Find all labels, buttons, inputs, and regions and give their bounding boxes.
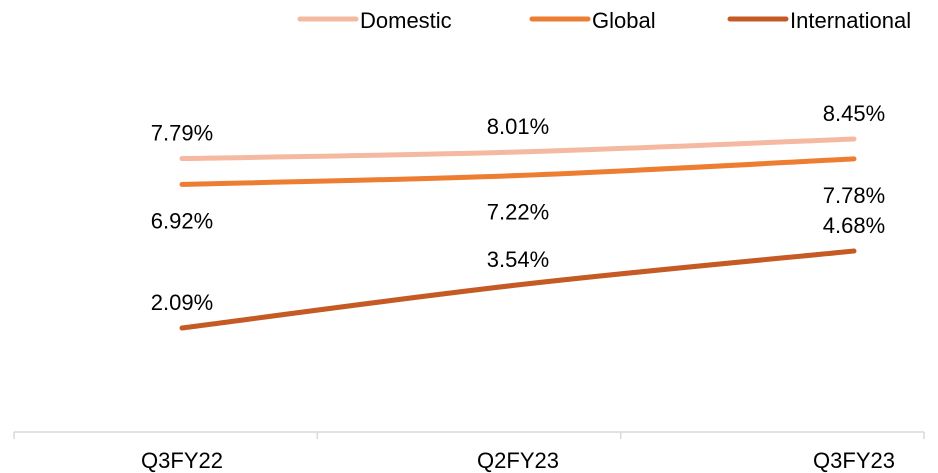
data-label-international-q3fy23: 4.68% bbox=[823, 213, 885, 238]
x-axis: Q3FY22 Q2FY23 Q3FY23 bbox=[13, 431, 925, 473]
data-label-domestic-q2fy23: 8.01% bbox=[487, 114, 549, 139]
series-line-domestic bbox=[179, 136, 857, 162]
legend-label-domestic: Domestic bbox=[360, 8, 452, 33]
legend-item-international: International bbox=[727, 8, 911, 33]
x-tick-label-q3fy22: Q3FY22 bbox=[141, 448, 223, 473]
legend-item-domestic: Domestic bbox=[297, 8, 452, 33]
plot-area bbox=[179, 136, 857, 331]
series-line-global bbox=[179, 156, 857, 187]
legend-label-international: International bbox=[790, 8, 911, 33]
data-label-global-q2fy23: 7.22% bbox=[487, 200, 549, 225]
data-label-international-q2fy23: 3.54% bbox=[487, 247, 549, 272]
legend-item-global: Global bbox=[529, 8, 656, 33]
data-label-international-q3fy22: 2.09% bbox=[151, 290, 213, 315]
data-labels: 7.79% 8.01% 8.45% 6.92% 7.22% 7.78% 2.09% 3.54%… bbox=[151, 101, 885, 315]
x-tick-label-q2fy23: Q2FY23 bbox=[477, 448, 559, 473]
data-label-domestic-q3fy22: 7.79% bbox=[151, 121, 213, 146]
data-label-domestic-q3fy23: 8.45% bbox=[823, 101, 885, 126]
data-label-global-q3fy23: 7.78% bbox=[823, 183, 885, 208]
x-tick-label-q3fy23: Q3FY23 bbox=[813, 448, 895, 473]
legend: Domestic Global International bbox=[297, 8, 911, 33]
data-label-global-q3fy22: 6.92% bbox=[151, 208, 213, 233]
series-line-international bbox=[179, 248, 857, 331]
legend-label-global: Global bbox=[592, 8, 656, 33]
